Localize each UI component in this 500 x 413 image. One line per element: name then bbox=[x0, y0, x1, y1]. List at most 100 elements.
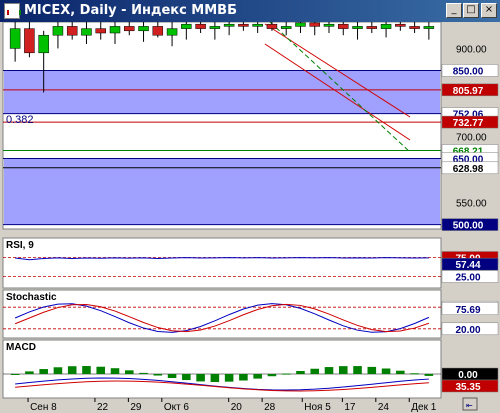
autoscroll-icon[interactable] bbox=[462, 397, 478, 411]
macd-histogram-bar bbox=[96, 366, 106, 374]
candle-body bbox=[66, 26, 78, 36]
candle-body bbox=[109, 26, 121, 34]
minimize-button[interactable]: _ bbox=[446, 3, 462, 18]
fib-level-label: 0.382 bbox=[6, 114, 34, 126]
macd-histogram-bar bbox=[296, 371, 305, 374]
macd-tag-0: 0.00 bbox=[441, 367, 499, 381]
price-level-tag-7: 500.00 bbox=[441, 218, 499, 232]
date-axis-label: 20 bbox=[231, 402, 243, 413]
candle-body bbox=[266, 23, 278, 29]
candle-body bbox=[338, 23, 349, 29]
macd-histogram-bar bbox=[124, 370, 134, 374]
price-level-tag-0: 850.00 bbox=[441, 64, 499, 77]
svg-text:805.97: 805.97 bbox=[453, 86, 484, 97]
svg-text:752.06: 752.06 bbox=[453, 110, 484, 121]
svg-text:668.21: 668.21 bbox=[453, 147, 484, 158]
rsi-title: RSI, 9 bbox=[6, 240, 34, 251]
candle-body bbox=[138, 26, 149, 32]
candle-body bbox=[323, 23, 335, 27]
macd-histogram-bar bbox=[139, 372, 148, 374]
date-axis-label: 24 bbox=[378, 402, 390, 413]
svg-text:75.69: 75.69 bbox=[455, 305, 480, 316]
macd-histogram-bar bbox=[167, 374, 177, 379]
candle-body bbox=[366, 26, 378, 29]
candle-body bbox=[238, 23, 249, 27]
candle-body bbox=[166, 28, 178, 36]
macd-histogram-bar bbox=[410, 373, 419, 375]
date-axis-label: 29 bbox=[130, 402, 142, 413]
macd-histogram-bar bbox=[310, 368, 320, 374]
macd-histogram-bar bbox=[39, 369, 48, 374]
candle-body bbox=[295, 22, 306, 27]
price-level-tag-6: 628.98 bbox=[441, 161, 499, 175]
svg-text:628.98: 628.98 bbox=[453, 164, 484, 175]
rsi-line bbox=[15, 257, 429, 261]
svg-text:0.00: 0.00 bbox=[458, 370, 478, 381]
close-button[interactable]: × bbox=[481, 3, 497, 18]
date-axis-label: 28 bbox=[264, 402, 276, 413]
candle-body bbox=[81, 28, 92, 36]
svg-text:20.00: 20.00 bbox=[455, 325, 480, 336]
macd-histogram-bar bbox=[224, 374, 234, 382]
restore-button[interactable]: □ bbox=[463, 3, 479, 18]
date-axis: Сен 8 22 29 Окт 6 20 28 Ноя 5 17 24 Дек 1 bbox=[27, 398, 437, 413]
macd-histogram-bar bbox=[396, 370, 405, 374]
candle-body bbox=[409, 26, 420, 29]
candle-body bbox=[423, 26, 435, 29]
candle-body bbox=[124, 26, 135, 32]
macd-histogram-bar bbox=[424, 374, 434, 376]
candle-body bbox=[152, 26, 164, 36]
stochastic-k-line bbox=[14, 303, 430, 333]
autoscroll-icon-glyph: ⇤ bbox=[466, 401, 473, 410]
macd-histogram-bar bbox=[381, 368, 391, 374]
macd-histogram-bar bbox=[182, 374, 191, 381]
svg-text:732.77: 732.77 bbox=[453, 118, 484, 129]
svg-text:25.00: 25.00 bbox=[455, 273, 480, 284]
candle-body bbox=[95, 28, 106, 34]
candle-body bbox=[223, 23, 235, 27]
candle-body bbox=[181, 23, 192, 29]
candle-body bbox=[9, 28, 21, 49]
candle-body bbox=[252, 23, 263, 27]
macd-histogram-bar bbox=[210, 374, 220, 382]
macd-histogram-bar bbox=[253, 374, 262, 379]
rsi-panel-background bbox=[2, 237, 442, 289]
title-bar[interactable]: MICEX, Daily - Индекс ММВБ _ □ × bbox=[0, 0, 500, 22]
macd-histogram-bar bbox=[239, 374, 248, 381]
macd-histogram-bar bbox=[67, 366, 77, 374]
price-axis-label: 700.00 bbox=[456, 133, 487, 144]
date-axis-label: Окт 6 bbox=[164, 402, 190, 413]
macd-histogram-bar bbox=[82, 366, 91, 374]
date-axis-label: 22 bbox=[97, 402, 109, 413]
rsi-tag-2: 25.00 bbox=[441, 270, 499, 284]
candle-body bbox=[380, 23, 392, 29]
candle-body bbox=[38, 34, 49, 54]
price-axis-label: 900.00 bbox=[456, 44, 487, 55]
support-zone-1 bbox=[4, 158, 440, 225]
stochastic-tag-1: 75.69 bbox=[441, 302, 499, 316]
trend-line-middle bbox=[264, 43, 411, 141]
macd-histogram-bar bbox=[367, 366, 377, 374]
window-title: MICEX, Daily - Индекс ММВБ bbox=[24, 3, 238, 18]
candle-body bbox=[352, 26, 363, 29]
candle-body bbox=[209, 26, 221, 29]
stochastic-d-line bbox=[14, 303, 430, 333]
macd-histogram-bar bbox=[353, 366, 362, 374]
stochastic-title: Stochastic bbox=[6, 292, 57, 303]
macd-histogram-bar bbox=[10, 374, 20, 375]
macd-title: MACD bbox=[6, 342, 36, 353]
macd-histogram-bar bbox=[267, 374, 277, 377]
svg-text:850.00: 850.00 bbox=[453, 66, 484, 77]
svg-text:650.00: 650.00 bbox=[453, 155, 484, 166]
candle-body bbox=[309, 22, 320, 27]
price-level-tag-1: 805.97 bbox=[441, 83, 499, 97]
candle-body bbox=[195, 23, 206, 29]
macd-histogram-bar bbox=[25, 371, 34, 374]
macd-histogram-bar bbox=[110, 368, 120, 374]
